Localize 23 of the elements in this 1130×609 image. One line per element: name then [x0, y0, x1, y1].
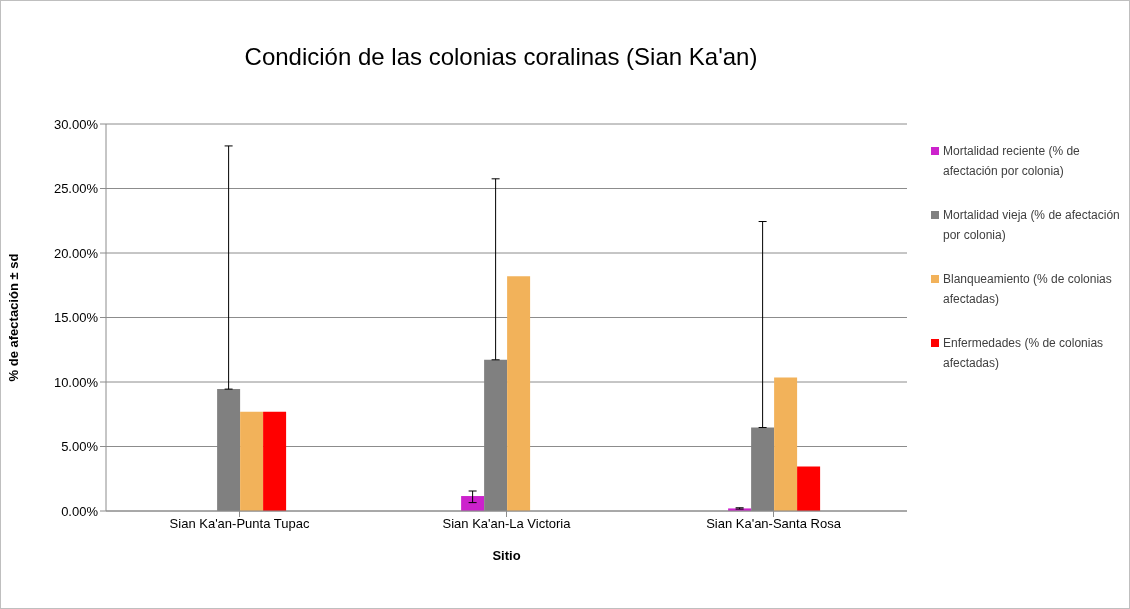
- bar: [507, 276, 531, 511]
- legend-label: Mortalidad vieja (% de afectación por colonia): [943, 207, 1121, 244]
- x-tick-label: Sian Ka'an-Santa Rosa: [706, 516, 842, 532]
- x-tick-label: Sian Ka'an-Punta Tupac: [169, 516, 310, 532]
- y-tick-label: 5.00%: [61, 439, 99, 455]
- bar: [774, 377, 798, 511]
- y-axis-title: % de afectación ± sd: [5, 253, 21, 382]
- legend-label: Mortalidad reciente (% de afectación por colonia): [943, 143, 1081, 180]
- y-tick-label: 0.00%: [61, 503, 99, 519]
- y-tick-label: 30.00%: [53, 116, 99, 132]
- bar: [240, 411, 264, 511]
- x-tick-label: Sian Ka'an-La Victoria: [442, 516, 572, 532]
- y-tick-label: 10.00%: [53, 374, 99, 390]
- y-tick-label: 15.00%: [53, 310, 99, 326]
- bar: [461, 496, 485, 511]
- y-tick-label: 25.00%: [53, 181, 99, 197]
- x-axis-title: Sitio: [492, 548, 521, 564]
- legend-label: Blanqueamiento (% de colonias afectadas): [943, 271, 1113, 308]
- bar: [797, 466, 821, 511]
- bar: [263, 411, 287, 511]
- legend-label: Enfermedades (% de colonias afectadas): [943, 335, 1105, 372]
- y-tick-label: 20.00%: [53, 245, 99, 261]
- chart-title: Condición de las colonias coralinas (Sian Ka'an): [243, 43, 759, 71]
